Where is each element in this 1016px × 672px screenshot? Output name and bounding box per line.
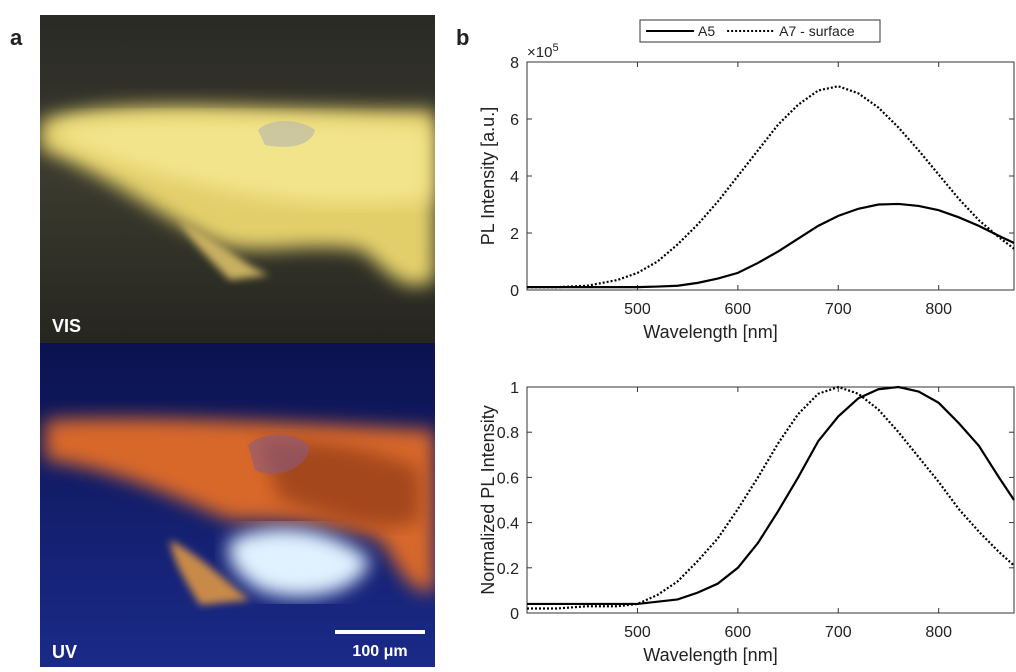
vis-photo [40,15,435,343]
x-tick-label: 600 [725,301,752,318]
y-tick-label: 0.6 [497,470,519,487]
x-tick-label: 800 [925,624,952,641]
y-tick-label: 6 [510,112,519,129]
uv-photo [40,343,435,667]
y-tick-label: 2 [510,226,519,243]
y-axis-label: PL Intensity [a.u.] [478,107,498,245]
multiplier-exponent: 5 [552,42,558,54]
image-label: UV [52,642,77,662]
x-tick-label: 700 [825,624,852,641]
y-tick-label: 0 [510,606,519,623]
x-tick-label: 500 [624,624,651,641]
multiplier-base: ×10 [527,44,552,61]
y-axis-label: Normalized PL Intensity [478,405,498,594]
y-tick-label: 0 [510,283,519,300]
plot-frame [526,386,1015,614]
legend-label: A7 - surface [779,23,855,39]
y-tick-label: 4 [510,169,519,186]
y-tick-label: 0.8 [497,425,519,442]
series-line [527,202,1015,289]
x-tick-label: 700 [825,301,852,318]
x-axis-label: Wavelength [nm] [643,645,777,665]
image-label: VIS [52,316,81,336]
y-tick-label: 0.4 [497,516,519,533]
series-line [527,85,1015,289]
series-line [527,385,1015,610]
x-tick-label: 500 [624,301,651,318]
y-tick-label: 0.2 [497,561,519,578]
legend-label: A5 [698,23,715,39]
x-tick-label: 800 [925,301,952,318]
scale-bar-label: 100 μm [352,643,407,660]
series-line [527,385,1015,606]
panel-label: b [456,25,469,50]
multiplier: ×105 [527,42,559,61]
y-tick-label: 8 [510,55,519,72]
x-axis-label: Wavelength [nm] [643,322,777,342]
panel-label: a [10,25,23,50]
x-tick-label: 600 [725,624,752,641]
y-tick-label: 1 [510,380,519,397]
